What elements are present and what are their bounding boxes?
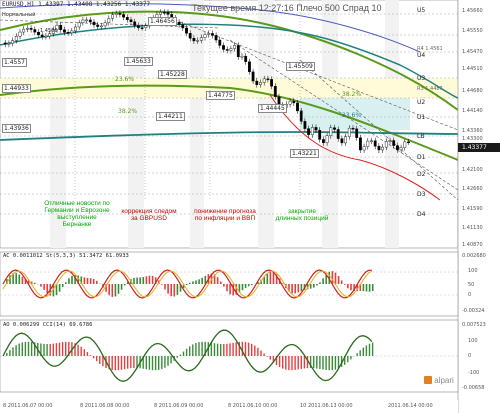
- price-tick: 1.42660: [462, 186, 483, 192]
- time-tick: 2011.06.14 00:00: [388, 403, 433, 409]
- fib-zone-cyan: [300, 98, 410, 130]
- level-U2: U2: [417, 99, 426, 106]
- ao-axis-min: -0.00658: [462, 385, 485, 391]
- ao-axis-0: 0: [468, 353, 472, 359]
- level-U3: U3: [417, 75, 426, 82]
- time-tick: 10 2011.06.13 00:00: [300, 403, 353, 409]
- ao-axis-top: 0.007523: [462, 322, 486, 328]
- left-box-1: 1.4557: [2, 58, 27, 67]
- price-axis-bg: [458, 0, 500, 413]
- level-D2: D2: [417, 171, 426, 178]
- ma-green-slow: [0, 10, 459, 111]
- left-label-1: 1.4566: [40, 28, 58, 34]
- news-note-3: понижение прогноза по инфляции и ВВП: [194, 208, 256, 222]
- session-stripes: [50, 0, 399, 248]
- current-price-marker: [458, 143, 500, 152]
- alpari-label: alpari: [434, 376, 454, 385]
- ac-axis-top: 0.002680: [462, 253, 486, 259]
- level-LB: LB: [417, 133, 425, 140]
- ac-title: AC 0.0011012 St(5,3,3) 51.3472 61.0933: [3, 253, 129, 259]
- level-U1: U1: [417, 114, 426, 121]
- alpari-logo-icon: [424, 376, 432, 384]
- current-time-label: Текущее время 12:27:16 Плечо 500 Спрад 1…: [192, 3, 382, 13]
- level-U4: U4: [417, 52, 426, 59]
- price-tick: 1.41590: [462, 206, 483, 212]
- time-axis-bg: [0, 400, 458, 413]
- level-U5: U5: [417, 7, 426, 14]
- trend-lines: [0, 17, 459, 201]
- time-tick: 8 2011.06.07 00:00: [3, 403, 53, 409]
- symbol-ohlc-label: EURUSD,H1 1.43397 1.43408 1.43256 1.4337…: [2, 1, 151, 8]
- price-box-6: 1.44445: [258, 104, 287, 113]
- fib-label-4: 23.6%: [342, 112, 362, 119]
- ma-red: [269, 94, 441, 201]
- left-box-2: 1.44933: [2, 84, 31, 93]
- ma-blue: [0, 3, 421, 53]
- price-box-1: 1.46456: [148, 17, 177, 26]
- price-box-8: 1.43221: [290, 149, 319, 158]
- fib-label-2: 38.2%: [118, 108, 138, 115]
- time-tick: 8 2011.06.09 00:00: [154, 403, 204, 409]
- ao-axis-100: 100: [468, 338, 478, 344]
- price-box-7: 1.45509: [286, 62, 315, 71]
- news-note-1: Отличные новости по Германии и Еврозоне …: [44, 200, 110, 228]
- price-tick: 1.43360: [462, 128, 483, 134]
- ac-panel: [0, 251, 459, 317]
- price-tick: 1.45660: [462, 8, 483, 14]
- stoch-yellow-line: [2, 270, 373, 298]
- price-tick: 1.44680: [462, 88, 483, 94]
- candlestick-series: [3, 9, 410, 153]
- price-tick: 1.41130: [462, 225, 483, 231]
- price-tick: 1.44140: [462, 108, 483, 114]
- fib-label-3: 38.2%: [342, 91, 362, 98]
- current-price-label: 1.43377: [462, 144, 487, 151]
- level-R4: R4 1.4561: [417, 46, 443, 52]
- news-note-2: коррекция следом за GBPUSD: [121, 208, 177, 222]
- price-box-5: 1.44211: [156, 112, 185, 121]
- price-tick: 1.45470: [462, 49, 483, 55]
- ma-teal: [0, 131, 459, 141]
- fib-label-1: 23.6%: [115, 76, 135, 83]
- price-tick: 1.44510: [462, 66, 483, 72]
- ma-teal-upper: [0, 23, 459, 99]
- ac-axis-50: 50: [468, 282, 475, 288]
- level-D1: D1: [417, 154, 426, 161]
- left-label-normal: Нормальный: [2, 12, 36, 18]
- time-tick: 8 2011.06.10 00:00: [228, 403, 278, 409]
- news-note-4: закрытие длинных позиций: [275, 208, 329, 222]
- ao-axis-minus100: -100: [468, 370, 480, 376]
- news-markers: [74, 0, 301, 200]
- ac-axis-0: 0: [468, 292, 472, 298]
- price-tick: 1.43300: [462, 136, 483, 142]
- price-tick: 1.45550: [462, 28, 483, 34]
- price-tick: 1.40870: [462, 242, 483, 248]
- alpari-watermark: alpari: [424, 376, 454, 385]
- cci-line: [2, 329, 373, 382]
- price-tick: 1.42100: [462, 167, 483, 173]
- level-D4: D4: [417, 211, 426, 218]
- price-box-3: 1.45228: [158, 70, 187, 79]
- price-box-2: 1.45633: [124, 57, 153, 66]
- level-R3: R3 1.4487: [417, 86, 443, 92]
- ac-axis-min: -0.00324: [462, 308, 485, 314]
- level-D3: D3: [417, 191, 426, 198]
- price-box-4: 1.44775: [206, 91, 235, 100]
- time-tick: 8 2011.06.08 00:00: [80, 403, 130, 409]
- ac-axis-100: 100: [468, 268, 478, 274]
- stoch-red-line: [2, 269, 372, 299]
- left-box-3: 1.43936: [2, 124, 31, 133]
- ao-title: AO 0.006299 CCI(14) 69.6786: [3, 322, 93, 328]
